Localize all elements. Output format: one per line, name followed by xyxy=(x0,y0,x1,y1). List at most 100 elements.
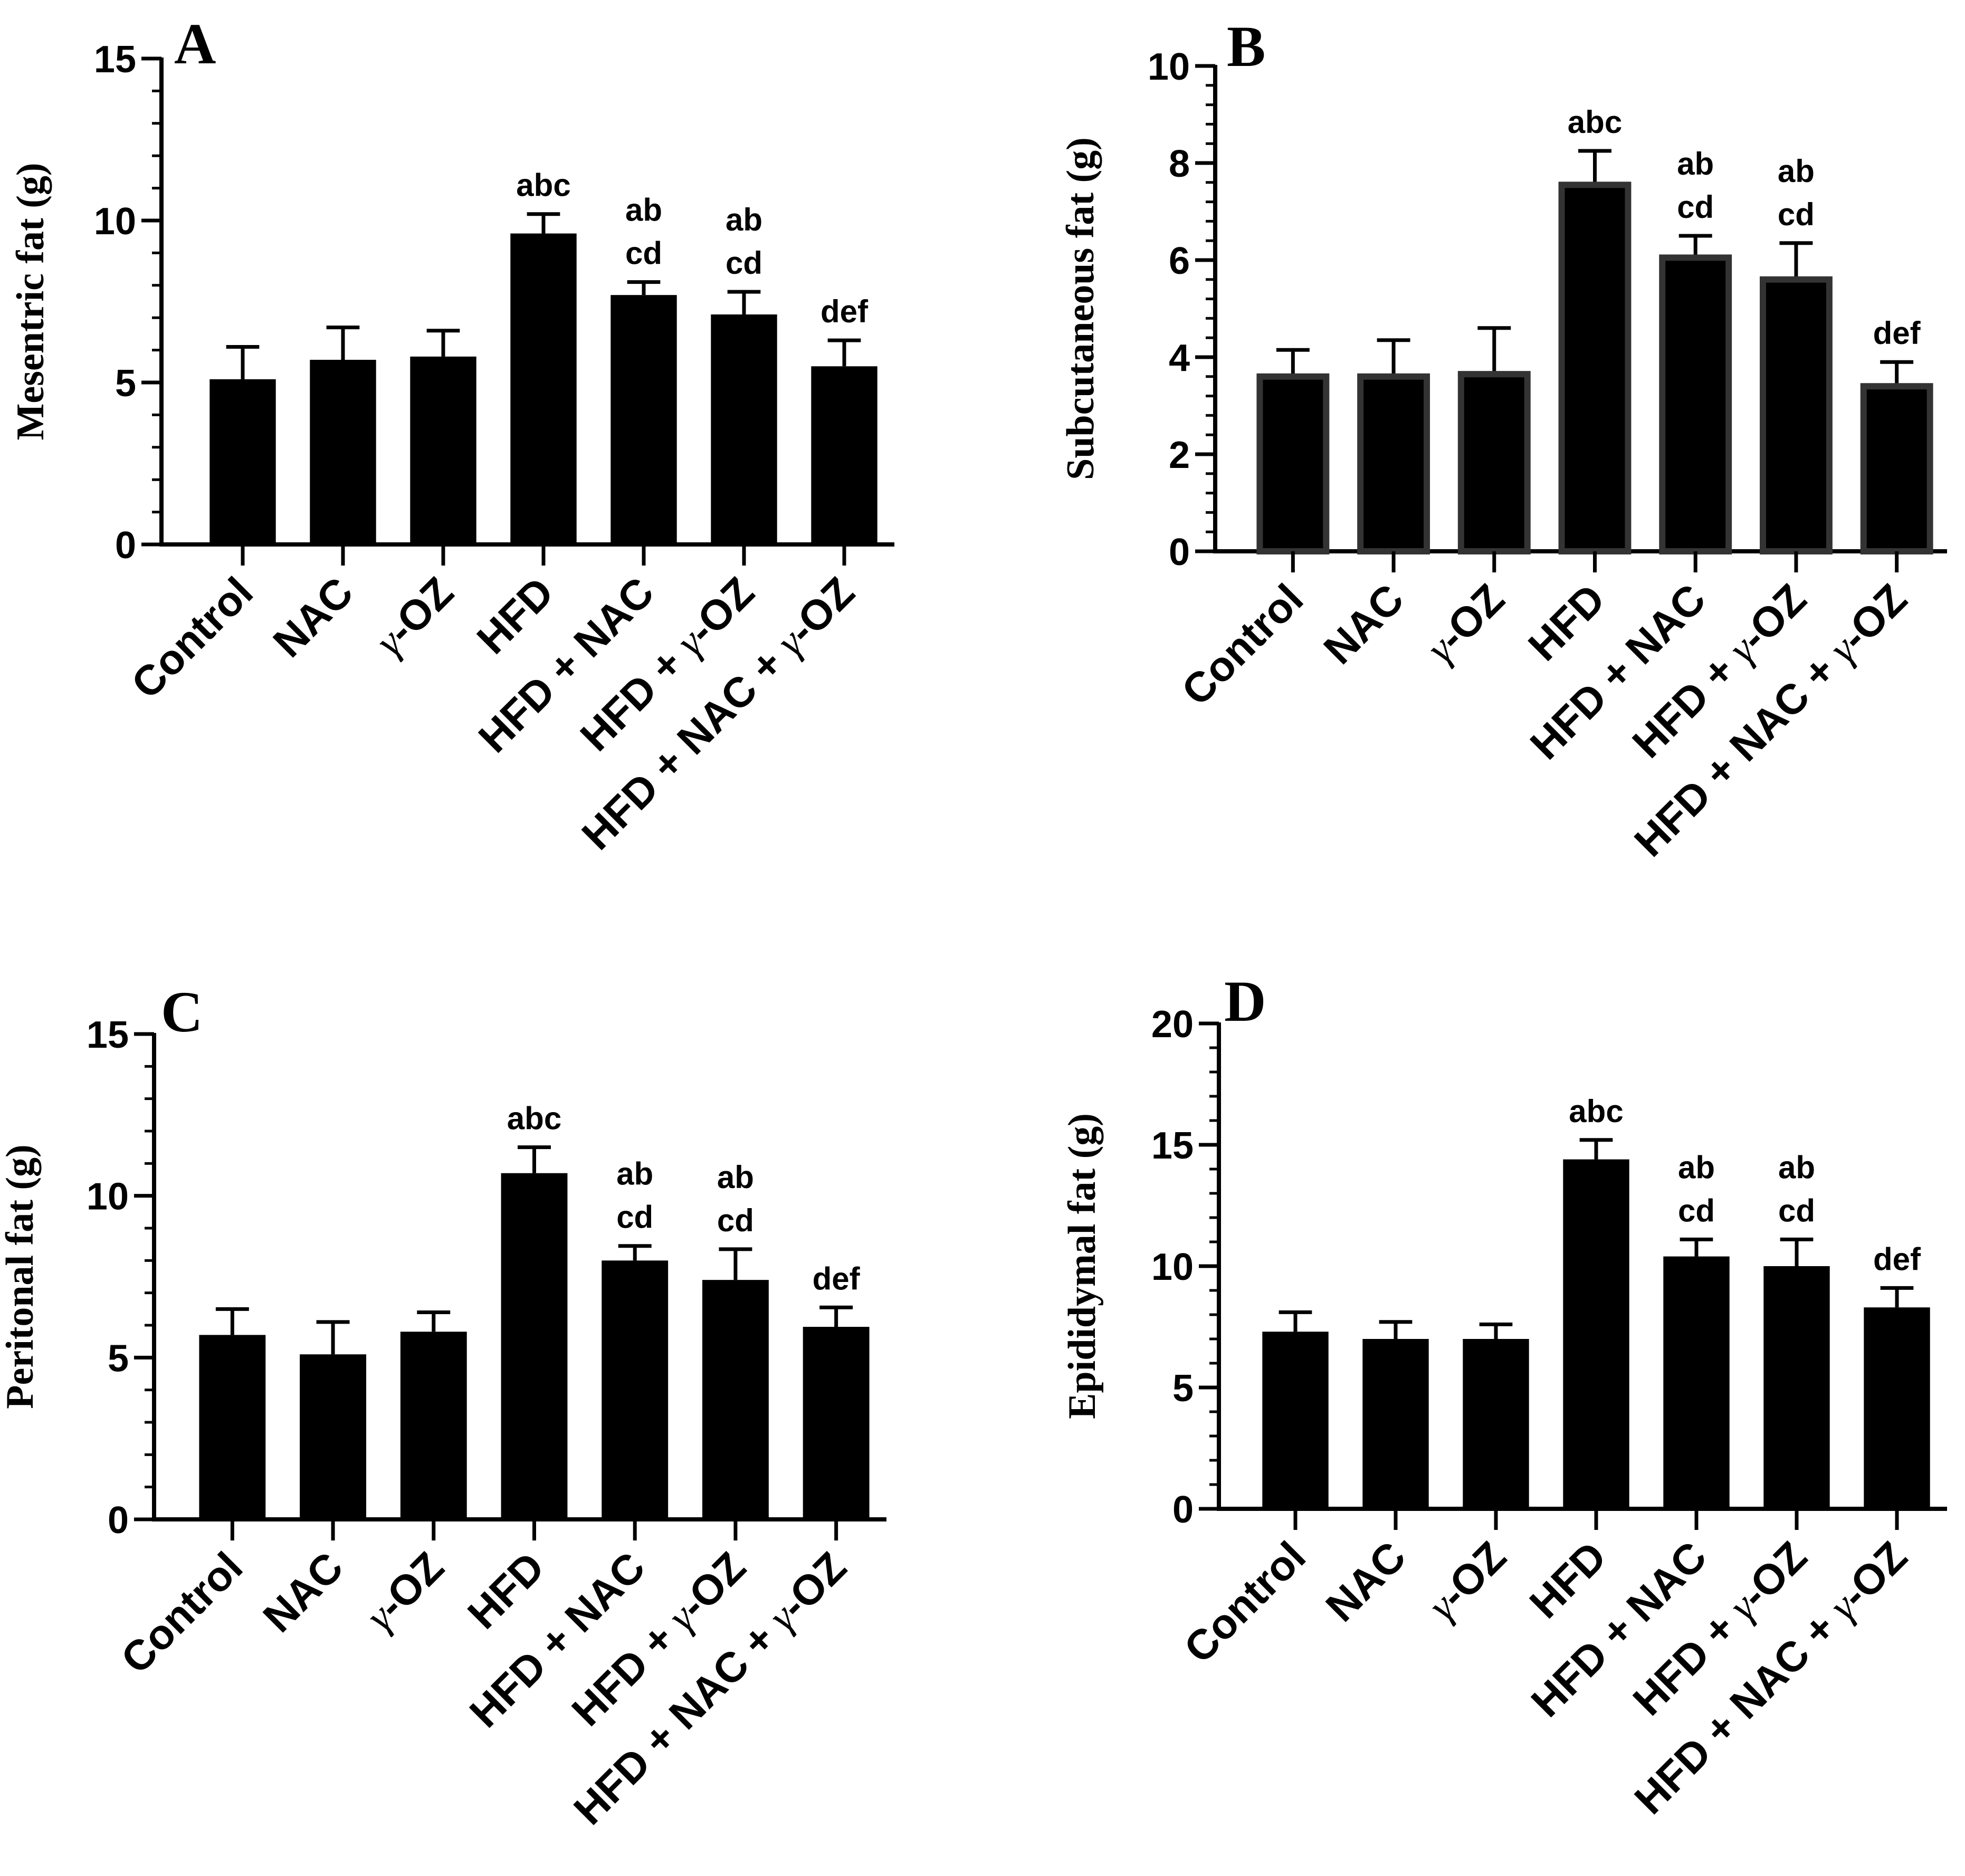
significance-label: cd xyxy=(1778,1193,1815,1228)
bar-hfd-plus-nac-plus-gamma-oz xyxy=(811,366,877,544)
panel-letter: D xyxy=(1224,969,1266,1033)
bar-nac xyxy=(1357,373,1430,554)
bar-hfd xyxy=(1563,1159,1629,1509)
significance-label: def xyxy=(1873,315,1921,351)
panel-c: 0 5 10 15 Peritonal fat (g) C Control NAC γ-OZ HF… xyxy=(0,980,886,1833)
significance-label: ab xyxy=(1678,1150,1715,1185)
x-tick-label-control: Control xyxy=(1172,575,1312,714)
bar-control xyxy=(1256,373,1330,554)
bar-hfd-plus-nac-plus-gamma-oz xyxy=(803,1327,870,1519)
bar-gamma-oz xyxy=(1457,371,1531,554)
bar-control xyxy=(199,1335,266,1519)
bar-gamma-oz xyxy=(410,356,476,544)
bar-hfd-plus-nac xyxy=(611,295,677,544)
bar-hfd xyxy=(1558,181,1632,554)
y-tick-label: 6 xyxy=(1169,240,1190,282)
panel-letter: A xyxy=(174,12,216,76)
y-tick-label: 0 xyxy=(1172,1489,1194,1531)
panel-d: 0 5 10 15 20 Epididymal fat (g) D Control NAC γ-O… xyxy=(1061,969,1947,1823)
y-tick-label: 20 xyxy=(1151,1003,1194,1046)
x-tick-label-hfd: HFD xyxy=(459,1543,553,1638)
y-tick-label: 15 xyxy=(94,39,136,81)
bar-control xyxy=(1262,1332,1329,1509)
y-tick-label: 10 xyxy=(94,200,136,243)
x-tick-label-hfd: HFD xyxy=(1521,1533,1615,1627)
bar-gamma-oz xyxy=(1463,1339,1529,1509)
significance-label: ab xyxy=(1778,1150,1815,1185)
x-tick-label-gamma-oz: γ-OZ xyxy=(1417,575,1513,672)
significance-label: ab xyxy=(717,1160,754,1195)
significance-label: cd xyxy=(1677,189,1714,225)
bar-nac xyxy=(310,360,376,544)
x-tick-label-hfd: HFD xyxy=(1519,575,1614,669)
x-tick-label-hfd: HFD xyxy=(468,568,562,663)
x-tick-label-gamma-oz: γ-OZ xyxy=(356,1543,453,1640)
significance-label: cd xyxy=(726,245,762,281)
x-tick-label-control: Control xyxy=(122,568,262,707)
x-tick-label-nac: NAC xyxy=(1315,575,1413,673)
y-tick-label: 2 xyxy=(1169,434,1190,476)
y-tick-label: 15 xyxy=(87,1014,129,1056)
y-axis-label: Subcutaneous fat (g) xyxy=(1059,137,1102,480)
significance-label: cd xyxy=(1678,1193,1715,1228)
bar-hfd-plus-nac xyxy=(1663,1256,1730,1509)
bar-hfd-plus-gamma-oz xyxy=(1759,276,1833,554)
x-tick-label-nac: NAC xyxy=(264,568,362,666)
panel-letter: B xyxy=(1227,14,1265,79)
significance-label: abc xyxy=(1568,104,1622,140)
x-tick-label-control: Control xyxy=(112,1543,251,1682)
bar-nac xyxy=(1362,1339,1429,1509)
y-tick-label: 5 xyxy=(115,362,136,405)
significance-label: def xyxy=(1873,1241,1921,1277)
significance-label: abc xyxy=(1569,1094,1623,1129)
bar-hfd-plus-nac xyxy=(1659,254,1732,554)
y-tick-label: 5 xyxy=(108,1337,129,1380)
x-tick-label-gamma-oz: γ-OZ xyxy=(366,568,462,665)
y-tick-label: 4 xyxy=(1169,337,1190,379)
y-axis-label: Mesentric fat (g) xyxy=(9,163,52,441)
bar-hfd-plus-gamma-oz xyxy=(711,314,777,544)
y-tick-label: 10 xyxy=(87,1176,129,1218)
x-tick-label-nac: NAC xyxy=(254,1543,352,1641)
significance-label: ab xyxy=(616,1156,653,1192)
bar-nac xyxy=(300,1354,367,1519)
y-tick-label: 8 xyxy=(1169,143,1190,185)
x-tick-label-nac: NAC xyxy=(1317,1533,1415,1630)
significance-label: cd xyxy=(717,1203,754,1238)
panel-letter: C xyxy=(161,980,203,1044)
significance-label: ab xyxy=(1677,146,1714,181)
panel-b: 0 2 4 6 8 10 Subcutaneous fat (g) B Control NAC γ-… xyxy=(1059,14,1947,865)
bar-hfd-plus-nac-plus-gamma-oz xyxy=(1860,383,1933,554)
y-axis-label: Peritonal fat (g) xyxy=(0,1144,42,1409)
y-tick-label: 0 xyxy=(115,524,136,567)
y-axis-label: Epididymal fat (g) xyxy=(1061,1113,1104,1419)
significance-label: cd xyxy=(616,1200,653,1235)
y-tick-label: 10 xyxy=(1151,1246,1194,1288)
x-tick-label-gamma-oz: γ-OZ xyxy=(1418,1533,1515,1629)
x-tick-label-control: Control xyxy=(1175,1533,1314,1672)
significance-label: cd xyxy=(1778,197,1815,232)
y-tick-label: 5 xyxy=(1172,1367,1194,1410)
bar-hfd-plus-nac-plus-gamma-oz xyxy=(1864,1307,1930,1509)
bar-gamma-oz xyxy=(400,1332,467,1519)
bar-control xyxy=(209,379,276,544)
y-tick-label: 0 xyxy=(1169,531,1190,573)
y-tick-label: 10 xyxy=(1148,46,1190,88)
significance-label: ab xyxy=(1778,154,1815,189)
panel-a: 0 5 10 15 Mesentric fat (g) A Control NAC γ-OZ HF… xyxy=(9,12,894,858)
significance-label: abc xyxy=(507,1101,561,1136)
bar-hfd-plus-gamma-oz xyxy=(702,1280,769,1519)
bar-hfd-plus-nac xyxy=(602,1260,669,1519)
bar-hfd xyxy=(501,1173,568,1519)
bar-hfd-plus-gamma-oz xyxy=(1763,1266,1830,1509)
significance-label: def xyxy=(821,294,869,329)
significance-label: def xyxy=(813,1261,861,1296)
significance-label: cd xyxy=(625,236,662,271)
y-tick-label: 15 xyxy=(1151,1125,1194,1167)
significance-label: ab xyxy=(726,202,762,237)
y-tick-label: 0 xyxy=(108,1499,129,1542)
significance-label: abc xyxy=(516,168,570,203)
significance-label: ab xyxy=(625,193,662,228)
bar-hfd xyxy=(510,233,577,544)
